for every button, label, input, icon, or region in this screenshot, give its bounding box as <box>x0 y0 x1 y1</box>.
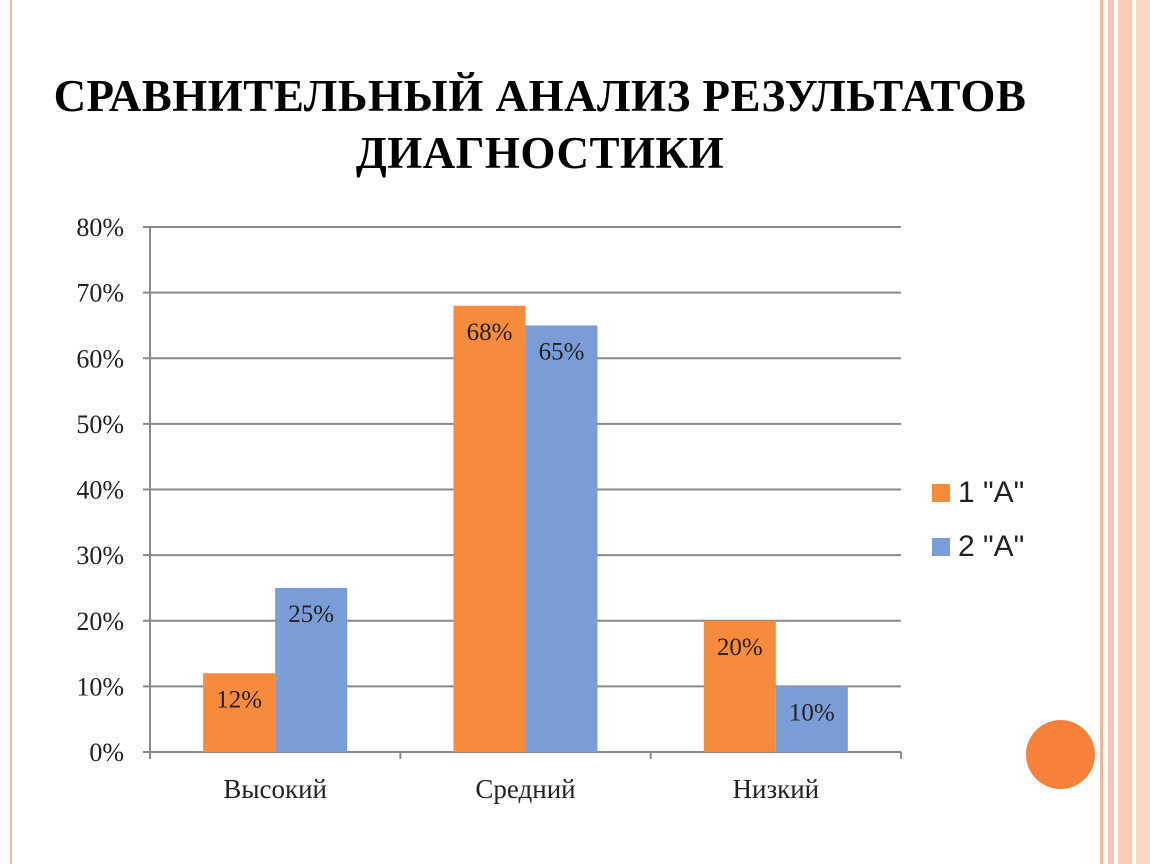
x-category-label: Высокий <box>223 774 327 804</box>
y-tick-label: 50% <box>76 410 124 439</box>
left-frame-line <box>10 0 12 864</box>
bar-2 <box>775 686 848 752</box>
bar-2 <box>275 587 348 752</box>
slide-title: СРАВНИТЕЛЬНЫЙ АНАЛИЗ РЕЗУЛЬТАТОВ ДИАГНОС… <box>53 71 1027 178</box>
legend-item-series-2: 2 "А" <box>932 520 1024 574</box>
right-frame-stripe <box>1118 0 1132 864</box>
legend-label-series-1: 1 "А" <box>958 476 1025 509</box>
y-tick-label: 40% <box>76 476 124 505</box>
y-tick-label: 20% <box>76 607 124 636</box>
data-label: 20% <box>717 634 763 661</box>
data-label: 12% <box>216 686 262 713</box>
data-label: 10% <box>789 699 835 726</box>
data-label: 68% <box>467 319 513 346</box>
bar-1 <box>703 620 776 752</box>
bar-2 <box>525 325 598 752</box>
y-tick-label: 10% <box>76 672 124 701</box>
bar-1 <box>203 673 276 752</box>
data-label: 25% <box>288 601 334 628</box>
right-frame-stripe <box>1108 0 1114 864</box>
y-tick-label: 60% <box>76 344 124 373</box>
bar-1 <box>453 305 526 752</box>
decorative-orange-circle <box>1026 720 1095 789</box>
right-frame-stripe <box>1136 0 1150 864</box>
chart-legend: 1 "А" 2 "А" <box>932 466 1024 574</box>
y-tick-label: 0% <box>89 738 124 767</box>
x-category-label: Средний <box>475 774 575 804</box>
x-category-label: Низкий <box>733 774 820 804</box>
legend-swatch-series-2 <box>932 538 950 556</box>
legend-label-series-2: 2 "А" <box>958 530 1025 563</box>
legend-swatch-series-1 <box>932 484 950 502</box>
right-frame-stripe <box>1100 0 1103 864</box>
data-label: 65% <box>539 338 585 365</box>
legend-item-series-1: 1 "А" <box>932 466 1024 520</box>
y-tick-label: 80% <box>76 213 124 242</box>
y-tick-label: 70% <box>76 279 124 308</box>
y-tick-label: 30% <box>76 541 124 570</box>
